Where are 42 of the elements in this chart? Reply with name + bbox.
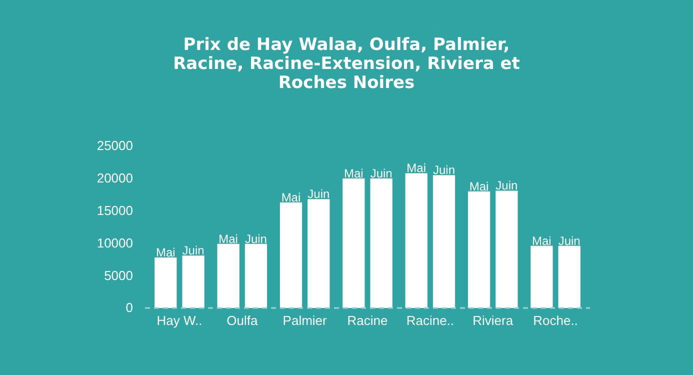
bar: [182, 256, 204, 308]
series-label: Mai: [281, 190, 301, 204]
bar: [217, 244, 240, 308]
x-tick-label: Roche..: [533, 313, 578, 328]
y-tick-label: 10000: [96, 235, 133, 250]
text: Mai: [156, 245, 176, 260]
bar: [496, 190, 518, 308]
text: Mai: [532, 234, 552, 248]
text: Mai: [406, 161, 426, 176]
y-tick-label: 15000: [96, 202, 133, 218]
text: Mai: [218, 232, 238, 246]
y-tick-label: 25000: [96, 138, 133, 154]
x-tick-label: Oulfa: [226, 313, 258, 328]
bar: [342, 178, 365, 308]
bar: [308, 199, 330, 308]
text: Juin: [370, 166, 392, 180]
bar: [244, 244, 268, 308]
text: Mai: [469, 179, 489, 194]
bar: [558, 246, 580, 308]
bar: [154, 257, 177, 308]
chart-title: Prix de Hay Walaa, Oulfa, Palmier, Racine, Racine-Extension, Riviera et Roches Noires: [173, 35, 520, 93]
bar: [280, 202, 302, 308]
text: Juin: [308, 187, 330, 202]
x-tick-label: Riviera: [472, 313, 514, 328]
text: Juin: [496, 178, 518, 193]
y-tick-label: 20000: [96, 170, 133, 186]
bar: [530, 246, 553, 308]
x-tick-label: Racine: [347, 313, 388, 328]
x-tick-label: Hay W..: [156, 313, 202, 328]
text: Juin: [558, 234, 580, 248]
y-tick-label: 5000: [104, 268, 133, 283]
bar: [432, 175, 456, 308]
x-tick-label: Palmier: [282, 313, 328, 328]
text: Mai: [344, 166, 364, 180]
bar: [405, 173, 428, 308]
text: Juin: [432, 163, 456, 178]
y-tick-label: 0: [126, 300, 133, 316]
series-label: Juin: [244, 232, 267, 246]
x-tick-label: Racine..: [406, 313, 454, 328]
bar: [370, 178, 392, 308]
text: Juin: [182, 244, 204, 258]
bar: [468, 191, 490, 308]
